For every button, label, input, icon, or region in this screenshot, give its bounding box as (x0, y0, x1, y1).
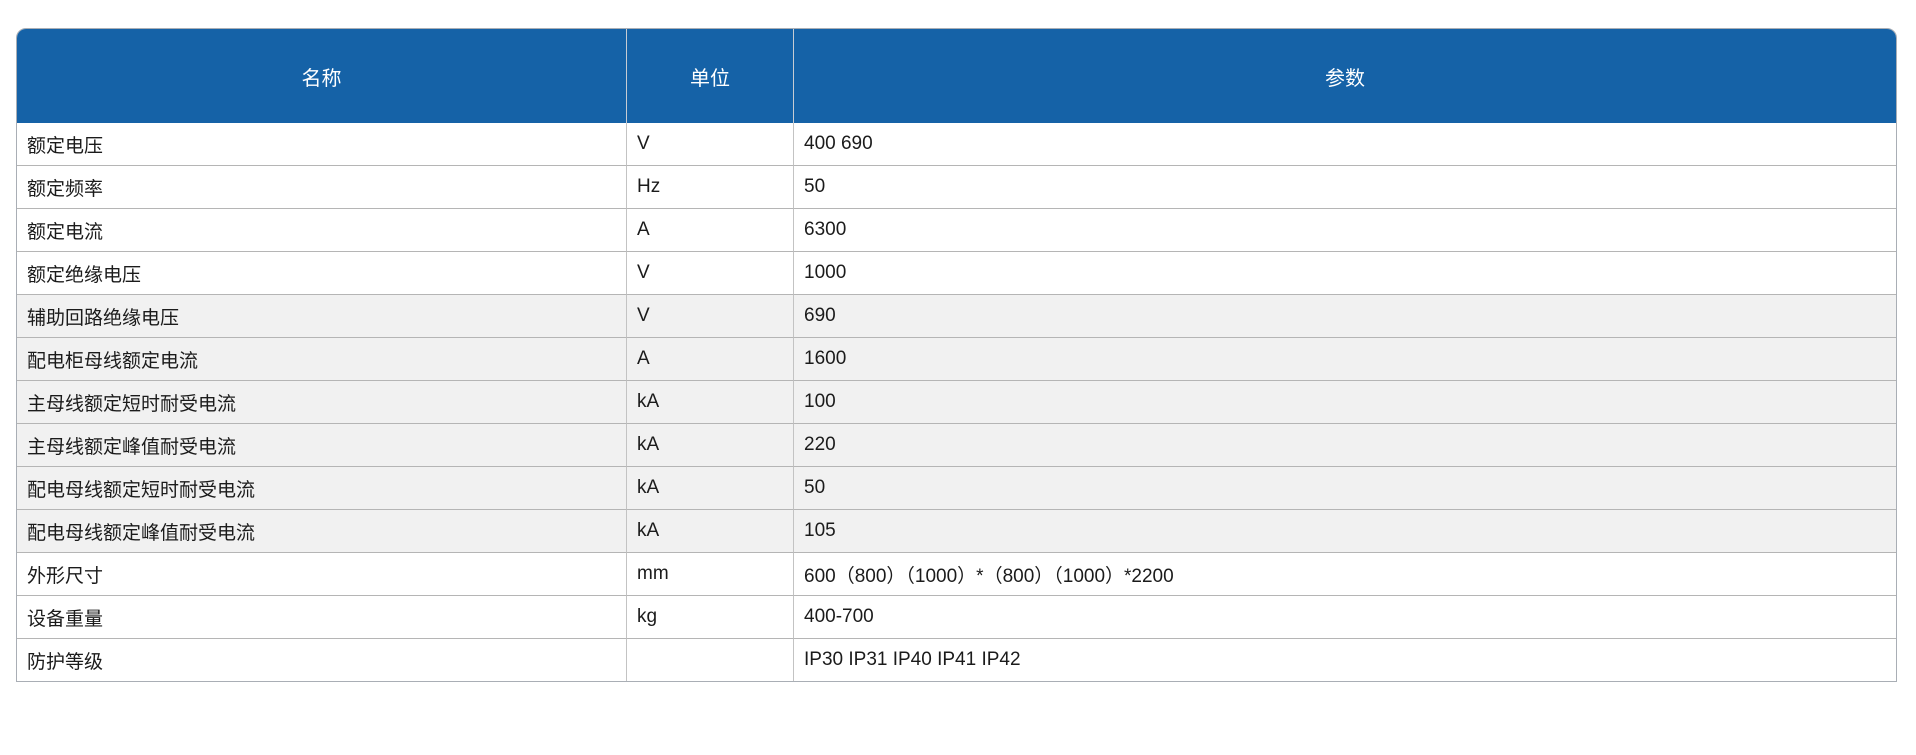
table-row: 额定绝缘电压 V 1000 (17, 252, 1896, 295)
unit-cell: kA (627, 467, 794, 510)
unit-cell: kA (627, 381, 794, 424)
param-name-cell: 辅助回路绝缘电压 (17, 295, 627, 338)
table-row: 额定电压 V 400 690 (17, 123, 1896, 166)
table-row: 主母线额定峰值耐受电流 kA 220 (17, 424, 1896, 467)
table-row: 主母线额定短时耐受电流 kA 100 (17, 381, 1896, 424)
value-cell: 400 690 (794, 123, 1896, 166)
value-cell: IP30 IP31 IP40 IP41 IP42 (794, 639, 1896, 681)
table-row: 配电母线额定峰值耐受电流 kA 105 (17, 510, 1896, 553)
table-row: 配电柜母线额定电流 A 1600 (17, 338, 1896, 381)
unit-cell (627, 639, 794, 681)
value-cell: 600（800）（1000）*（800）（1000）*2200 (794, 553, 1896, 596)
param-name-cell: 外形尺寸 (17, 553, 627, 596)
param-name-cell: 主母线额定短时耐受电流 (17, 381, 627, 424)
value-cell: 105 (794, 510, 1896, 553)
unit-cell: mm (627, 553, 794, 596)
value-cell: 50 (794, 467, 1896, 510)
table-row: 防护等级 IP30 IP31 IP40 IP41 IP42 (17, 639, 1896, 681)
column-header-parameter: 参数 (794, 29, 1896, 123)
table-row: 辅助回路绝缘电压 V 690 (17, 295, 1896, 338)
unit-cell: kA (627, 424, 794, 467)
table-row: 额定电流 A 6300 (17, 209, 1896, 252)
param-name-cell: 额定电流 (17, 209, 627, 252)
table-row: 额定频率 Hz 50 (17, 166, 1896, 209)
unit-cell: kA (627, 510, 794, 553)
column-header-unit: 单位 (627, 29, 794, 123)
param-name-cell: 主母线额定峰值耐受电流 (17, 424, 627, 467)
value-cell: 220 (794, 424, 1896, 467)
unit-cell: V (627, 295, 794, 338)
value-cell: 690 (794, 295, 1896, 338)
param-name-cell: 设备重量 (17, 596, 627, 639)
table-row: 外形尺寸 mm 600（800）（1000）*（800）（1000）*2200 (17, 553, 1896, 596)
param-name-cell: 配电母线额定短时耐受电流 (17, 467, 627, 510)
param-name-cell: 配电母线额定峰值耐受电流 (17, 510, 627, 553)
spec-table: 名称 单位 参数 额定电压 V 400 690 额定频率 Hz 50 额定电流 A 6300 额定… (16, 28, 1897, 682)
spec-table-container: 名称 单位 参数 额定电压 V 400 690 额定频率 Hz 50 额定电流 A 6300 额定… (16, 28, 1897, 682)
value-cell: 1600 (794, 338, 1896, 381)
unit-cell: kg (627, 596, 794, 639)
param-name-cell: 配电柜母线额定电流 (17, 338, 627, 381)
value-cell: 50 (794, 166, 1896, 209)
unit-cell: V (627, 123, 794, 166)
table-row: 设备重量 kg 400-700 (17, 596, 1896, 639)
param-name-cell: 额定频率 (17, 166, 627, 209)
value-cell: 400-700 (794, 596, 1896, 639)
unit-cell: V (627, 252, 794, 295)
param-name-cell: 防护等级 (17, 639, 627, 681)
column-header-name: 名称 (17, 29, 627, 123)
table-header-row: 名称 单位 参数 (17, 29, 1896, 123)
unit-cell: Hz (627, 166, 794, 209)
param-name-cell: 额定绝缘电压 (17, 252, 627, 295)
value-cell: 6300 (794, 209, 1896, 252)
value-cell: 1000 (794, 252, 1896, 295)
value-cell: 100 (794, 381, 1896, 424)
unit-cell: A (627, 338, 794, 381)
table-row: 配电母线额定短时耐受电流 kA 50 (17, 467, 1896, 510)
param-name-cell: 额定电压 (17, 123, 627, 166)
unit-cell: A (627, 209, 794, 252)
